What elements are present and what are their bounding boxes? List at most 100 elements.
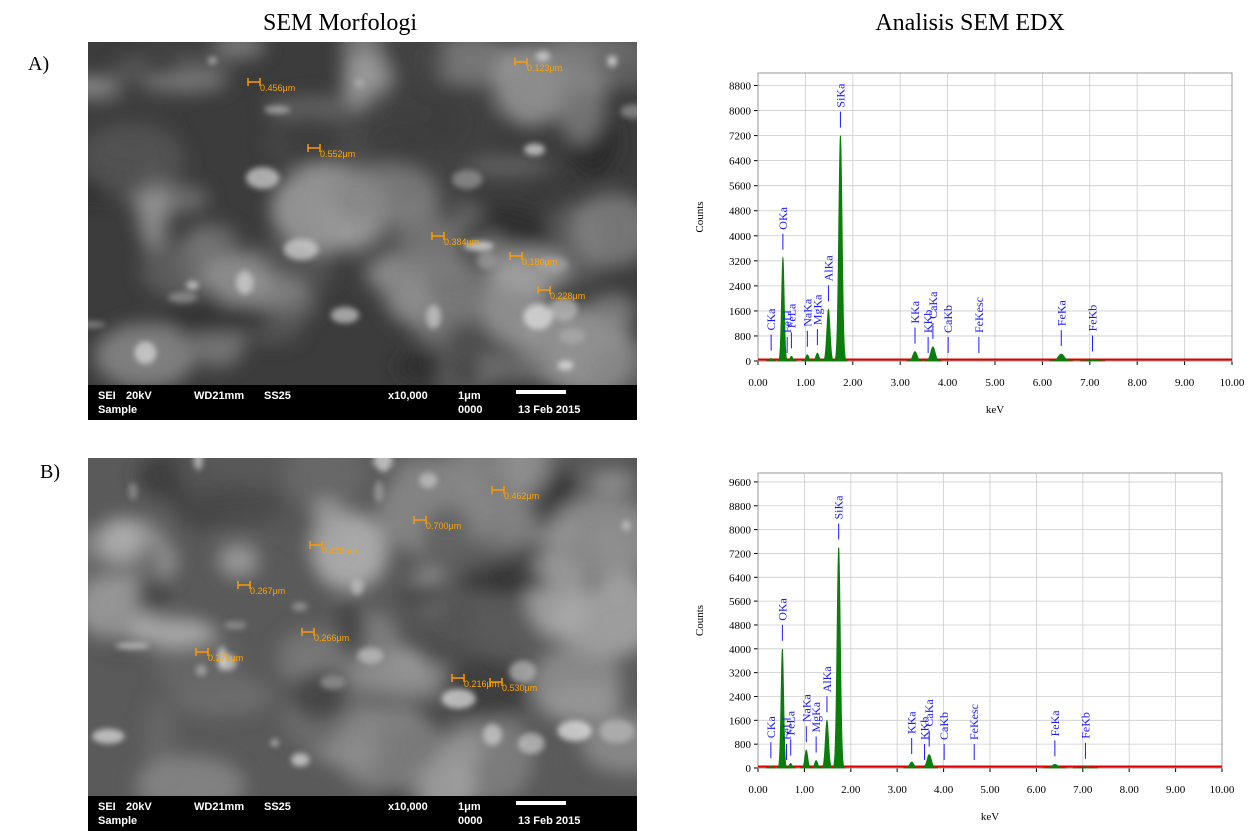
info-text: 0000 — [458, 815, 482, 827]
sem-blob — [202, 254, 271, 302]
x-tick-label: 9.00 — [1166, 784, 1186, 796]
sem-highlight — [509, 661, 536, 683]
sem-blob — [328, 164, 436, 223]
x-tick-label: 6.00 — [1033, 377, 1053, 389]
x-tick-label: 7.00 — [1080, 377, 1100, 389]
sem-highlight — [236, 271, 253, 294]
sem-image: 0.462μm0.700μm0.428μm0.267μm0.266μm0.279… — [42, 421, 672, 831]
element-label: SiKa — [833, 83, 847, 108]
y-tick-label: 5600 — [729, 596, 752, 608]
sem-highlight — [129, 482, 138, 500]
sem-highlight — [246, 167, 279, 189]
y-tick-label: 1600 — [729, 306, 752, 318]
x-tick-label: 3.00 — [891, 377, 911, 389]
sem-highlight — [320, 675, 345, 689]
element-label: CKa — [764, 716, 778, 739]
heading: SEM Morfologi — [263, 10, 417, 36]
sem-highlight — [375, 481, 384, 502]
peak — [777, 649, 787, 768]
element-label: FeKesc — [967, 704, 981, 740]
measurement: 0.123μm — [527, 63, 562, 73]
element-label: OKa — [775, 597, 789, 620]
measurement: 0.267μm — [250, 586, 285, 596]
y-tick-label: 8800 — [729, 81, 752, 93]
y-tick-label: 2400 — [729, 281, 752, 293]
x-tick-label: 8.00 — [1120, 784, 1140, 796]
sem-highlight — [607, 55, 617, 66]
y-tick-label: 4800 — [729, 206, 752, 218]
sem-highlight — [331, 307, 359, 323]
info-text: WD21mm — [194, 801, 244, 813]
heading: Analisis SEM EDX — [875, 10, 1064, 36]
element-label: SiKa — [832, 495, 846, 520]
info-text: 13 Feb 2015 — [518, 404, 580, 416]
x-tick-label: 4.00 — [938, 377, 958, 389]
sem-blob — [333, 707, 445, 791]
peak — [801, 750, 813, 768]
sem-highlight — [536, 51, 550, 61]
element-label: AlKa — [820, 666, 834, 693]
element-label: MgKa — [809, 701, 823, 732]
panel-label: A) — [28, 53, 49, 75]
sem-highlight — [518, 733, 545, 754]
sem-image: 0.456μm0.123μm0.552μm0.384μm0.180μm0.228… — [56, 11, 683, 423]
sem-blob — [397, 352, 444, 381]
y-axis-label: Counts — [694, 201, 706, 232]
sem-blob — [421, 506, 473, 576]
sem-highlight — [620, 104, 646, 119]
element-label: CaKa — [922, 699, 936, 727]
x-tick-label: 10.00 — [1210, 784, 1235, 796]
sem-highlight — [523, 304, 552, 329]
sem-highlight — [426, 305, 441, 329]
sem-highlight — [186, 281, 198, 290]
measurement: 0.180μm — [522, 257, 557, 267]
y-tick-label: 8800 — [729, 501, 752, 513]
sem-highlight — [419, 473, 437, 488]
sem-highlight — [291, 753, 309, 766]
sem-highlight — [441, 689, 475, 709]
sem-blob — [475, 350, 548, 383]
sem-highlight — [622, 520, 630, 530]
y-tick-label: 1600 — [729, 715, 752, 727]
y-tick-label: 6400 — [729, 156, 752, 168]
x-tick-label: 4.00 — [934, 784, 954, 796]
x-tick-label: 3.00 — [888, 784, 908, 796]
sem-highlight — [452, 170, 482, 189]
sem-blob — [213, 33, 265, 58]
measurement: 0.700μm — [426, 521, 461, 531]
x-tick-label: 9.00 — [1175, 377, 1195, 389]
sem-highlight — [351, 579, 363, 595]
sem-blob — [98, 518, 143, 564]
element-label: AlKa — [821, 255, 835, 282]
sem-blob — [287, 506, 318, 541]
sem-highlight — [374, 446, 392, 471]
sem-blob — [588, 294, 637, 331]
x-tick-label: 10.00 — [1220, 377, 1245, 389]
x-tick-label: 1.00 — [796, 377, 816, 389]
sem-highlight — [558, 360, 574, 370]
y-tick-label: 2400 — [729, 691, 752, 703]
sem-blob — [356, 83, 467, 161]
info-text: Sample — [98, 404, 137, 416]
sem-blob — [218, 543, 259, 577]
measurement: 0.456μm — [260, 83, 295, 93]
sem-highlight — [92, 729, 124, 744]
x-tick-label: 6.00 — [1027, 784, 1047, 796]
element-label: CaKb — [941, 305, 955, 333]
measurement: 0.428μm — [322, 546, 357, 556]
y-tick-label: 5600 — [729, 181, 752, 193]
y-tick-label: 800 — [735, 739, 752, 751]
info-text: WD21mm — [194, 390, 244, 402]
scale-bar — [516, 801, 566, 805]
sem-highlight — [224, 621, 247, 630]
sem-highlight — [357, 648, 383, 664]
sem-blob — [141, 72, 227, 93]
sem-highlight — [371, 460, 395, 466]
peak — [832, 547, 845, 768]
element-label: FeKa — [1054, 299, 1068, 326]
element-label: CaKb — [937, 712, 951, 740]
peak — [834, 136, 847, 361]
sem-blob — [456, 568, 549, 594]
measurement: 0.462μm — [504, 491, 539, 501]
sem-blob — [56, 76, 122, 98]
